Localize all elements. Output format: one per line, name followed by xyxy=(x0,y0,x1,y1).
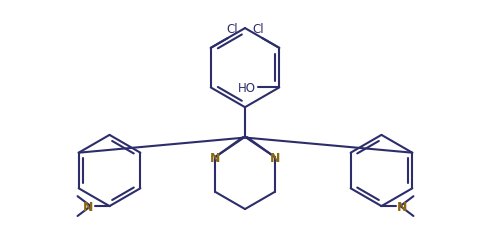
Text: N: N xyxy=(270,151,280,164)
Text: N: N xyxy=(83,200,94,213)
Text: HO: HO xyxy=(238,82,255,94)
Text: Cl: Cl xyxy=(226,23,238,36)
Text: N: N xyxy=(397,200,408,213)
Text: N: N xyxy=(210,151,220,164)
Text: Cl: Cl xyxy=(252,23,264,36)
